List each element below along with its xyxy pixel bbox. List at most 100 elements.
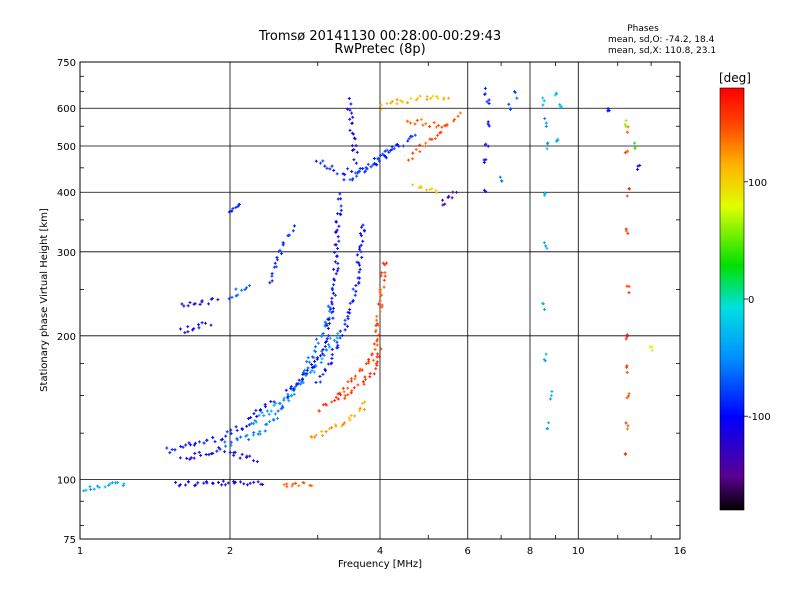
data-point	[335, 336, 339, 340]
data-point	[325, 337, 329, 341]
data-point	[624, 124, 628, 128]
data-point	[296, 382, 300, 386]
data-point	[270, 272, 274, 276]
data-point	[348, 301, 352, 305]
data-point	[438, 131, 442, 135]
data-point	[333, 399, 337, 403]
data-point	[351, 287, 355, 291]
data-point	[358, 367, 362, 371]
data-point	[187, 441, 191, 445]
data-point	[245, 433, 249, 437]
data-point	[268, 420, 272, 424]
data-point	[306, 356, 310, 360]
data-point	[395, 102, 399, 106]
data-point	[328, 321, 332, 325]
data-point	[411, 151, 415, 155]
data-point	[313, 360, 317, 364]
data-point	[371, 163, 375, 167]
data-point	[352, 386, 356, 390]
data-point	[380, 303, 384, 307]
data-point	[328, 167, 332, 171]
data-point	[387, 150, 391, 154]
data-point	[229, 443, 233, 447]
data-point	[334, 272, 338, 276]
data-point	[356, 171, 360, 175]
data-point	[224, 434, 228, 438]
data-point	[419, 186, 423, 190]
data-point	[290, 484, 294, 488]
data-point	[343, 328, 347, 332]
data-point	[274, 265, 278, 269]
data-point	[378, 287, 382, 291]
data-point	[346, 380, 350, 384]
data-point	[204, 453, 208, 457]
data-point	[544, 244, 548, 248]
data-point	[348, 308, 352, 312]
data-point	[414, 98, 418, 102]
data-point	[323, 320, 327, 324]
data-point	[374, 330, 378, 334]
data-point	[626, 424, 630, 428]
data-point	[544, 121, 548, 125]
data-point	[297, 484, 301, 488]
data-point	[234, 287, 238, 291]
data-point	[282, 396, 286, 400]
data-point	[323, 340, 327, 344]
data-point	[389, 101, 393, 105]
data-point	[84, 488, 88, 492]
data-point	[428, 125, 432, 129]
data-point	[258, 432, 262, 436]
data-point	[625, 150, 629, 154]
data-point	[121, 484, 125, 488]
data-point	[245, 424, 249, 428]
colorbar	[719, 87, 745, 511]
data-point	[334, 395, 338, 399]
data-point	[88, 485, 92, 489]
data-point	[202, 441, 206, 445]
data-point	[240, 288, 244, 292]
data-point	[329, 307, 333, 311]
data-point	[177, 484, 181, 488]
x-axis-label: Frequency [MHz]	[338, 559, 422, 570]
data-point	[330, 302, 334, 306]
data-point	[627, 392, 631, 396]
data-point	[270, 279, 274, 283]
data-point	[624, 337, 628, 341]
data-point	[318, 354, 322, 358]
data-point	[301, 377, 305, 381]
data-point	[352, 158, 356, 162]
data-point	[485, 100, 489, 104]
data-point	[320, 349, 324, 353]
data-point	[232, 453, 236, 457]
data-point	[361, 167, 365, 171]
data-point	[549, 394, 553, 398]
data-point	[424, 144, 428, 148]
data-point	[170, 448, 174, 452]
data-point	[330, 426, 334, 430]
data-point	[419, 118, 423, 122]
data-point	[440, 125, 444, 129]
legend-o-stats: mean, sd,O: -74.2, 18.4	[608, 35, 715, 45]
data-point	[428, 187, 432, 191]
data-point	[361, 380, 365, 384]
data-point	[434, 188, 438, 192]
data-point	[390, 145, 394, 149]
data-point	[310, 368, 314, 372]
data-point	[289, 386, 293, 390]
data-point	[406, 158, 410, 162]
data-point	[317, 409, 321, 413]
data-point	[285, 482, 289, 486]
data-point	[223, 483, 227, 487]
data-point	[178, 456, 182, 460]
data-point	[338, 329, 342, 333]
data-point	[397, 144, 401, 148]
data-point	[209, 297, 213, 301]
data-point	[340, 424, 344, 428]
data-point	[336, 235, 340, 239]
data-point	[297, 378, 301, 382]
data-point	[328, 306, 332, 310]
data-point	[230, 209, 234, 213]
data-point	[323, 164, 327, 168]
data-point	[211, 436, 215, 440]
data-point	[179, 444, 183, 448]
